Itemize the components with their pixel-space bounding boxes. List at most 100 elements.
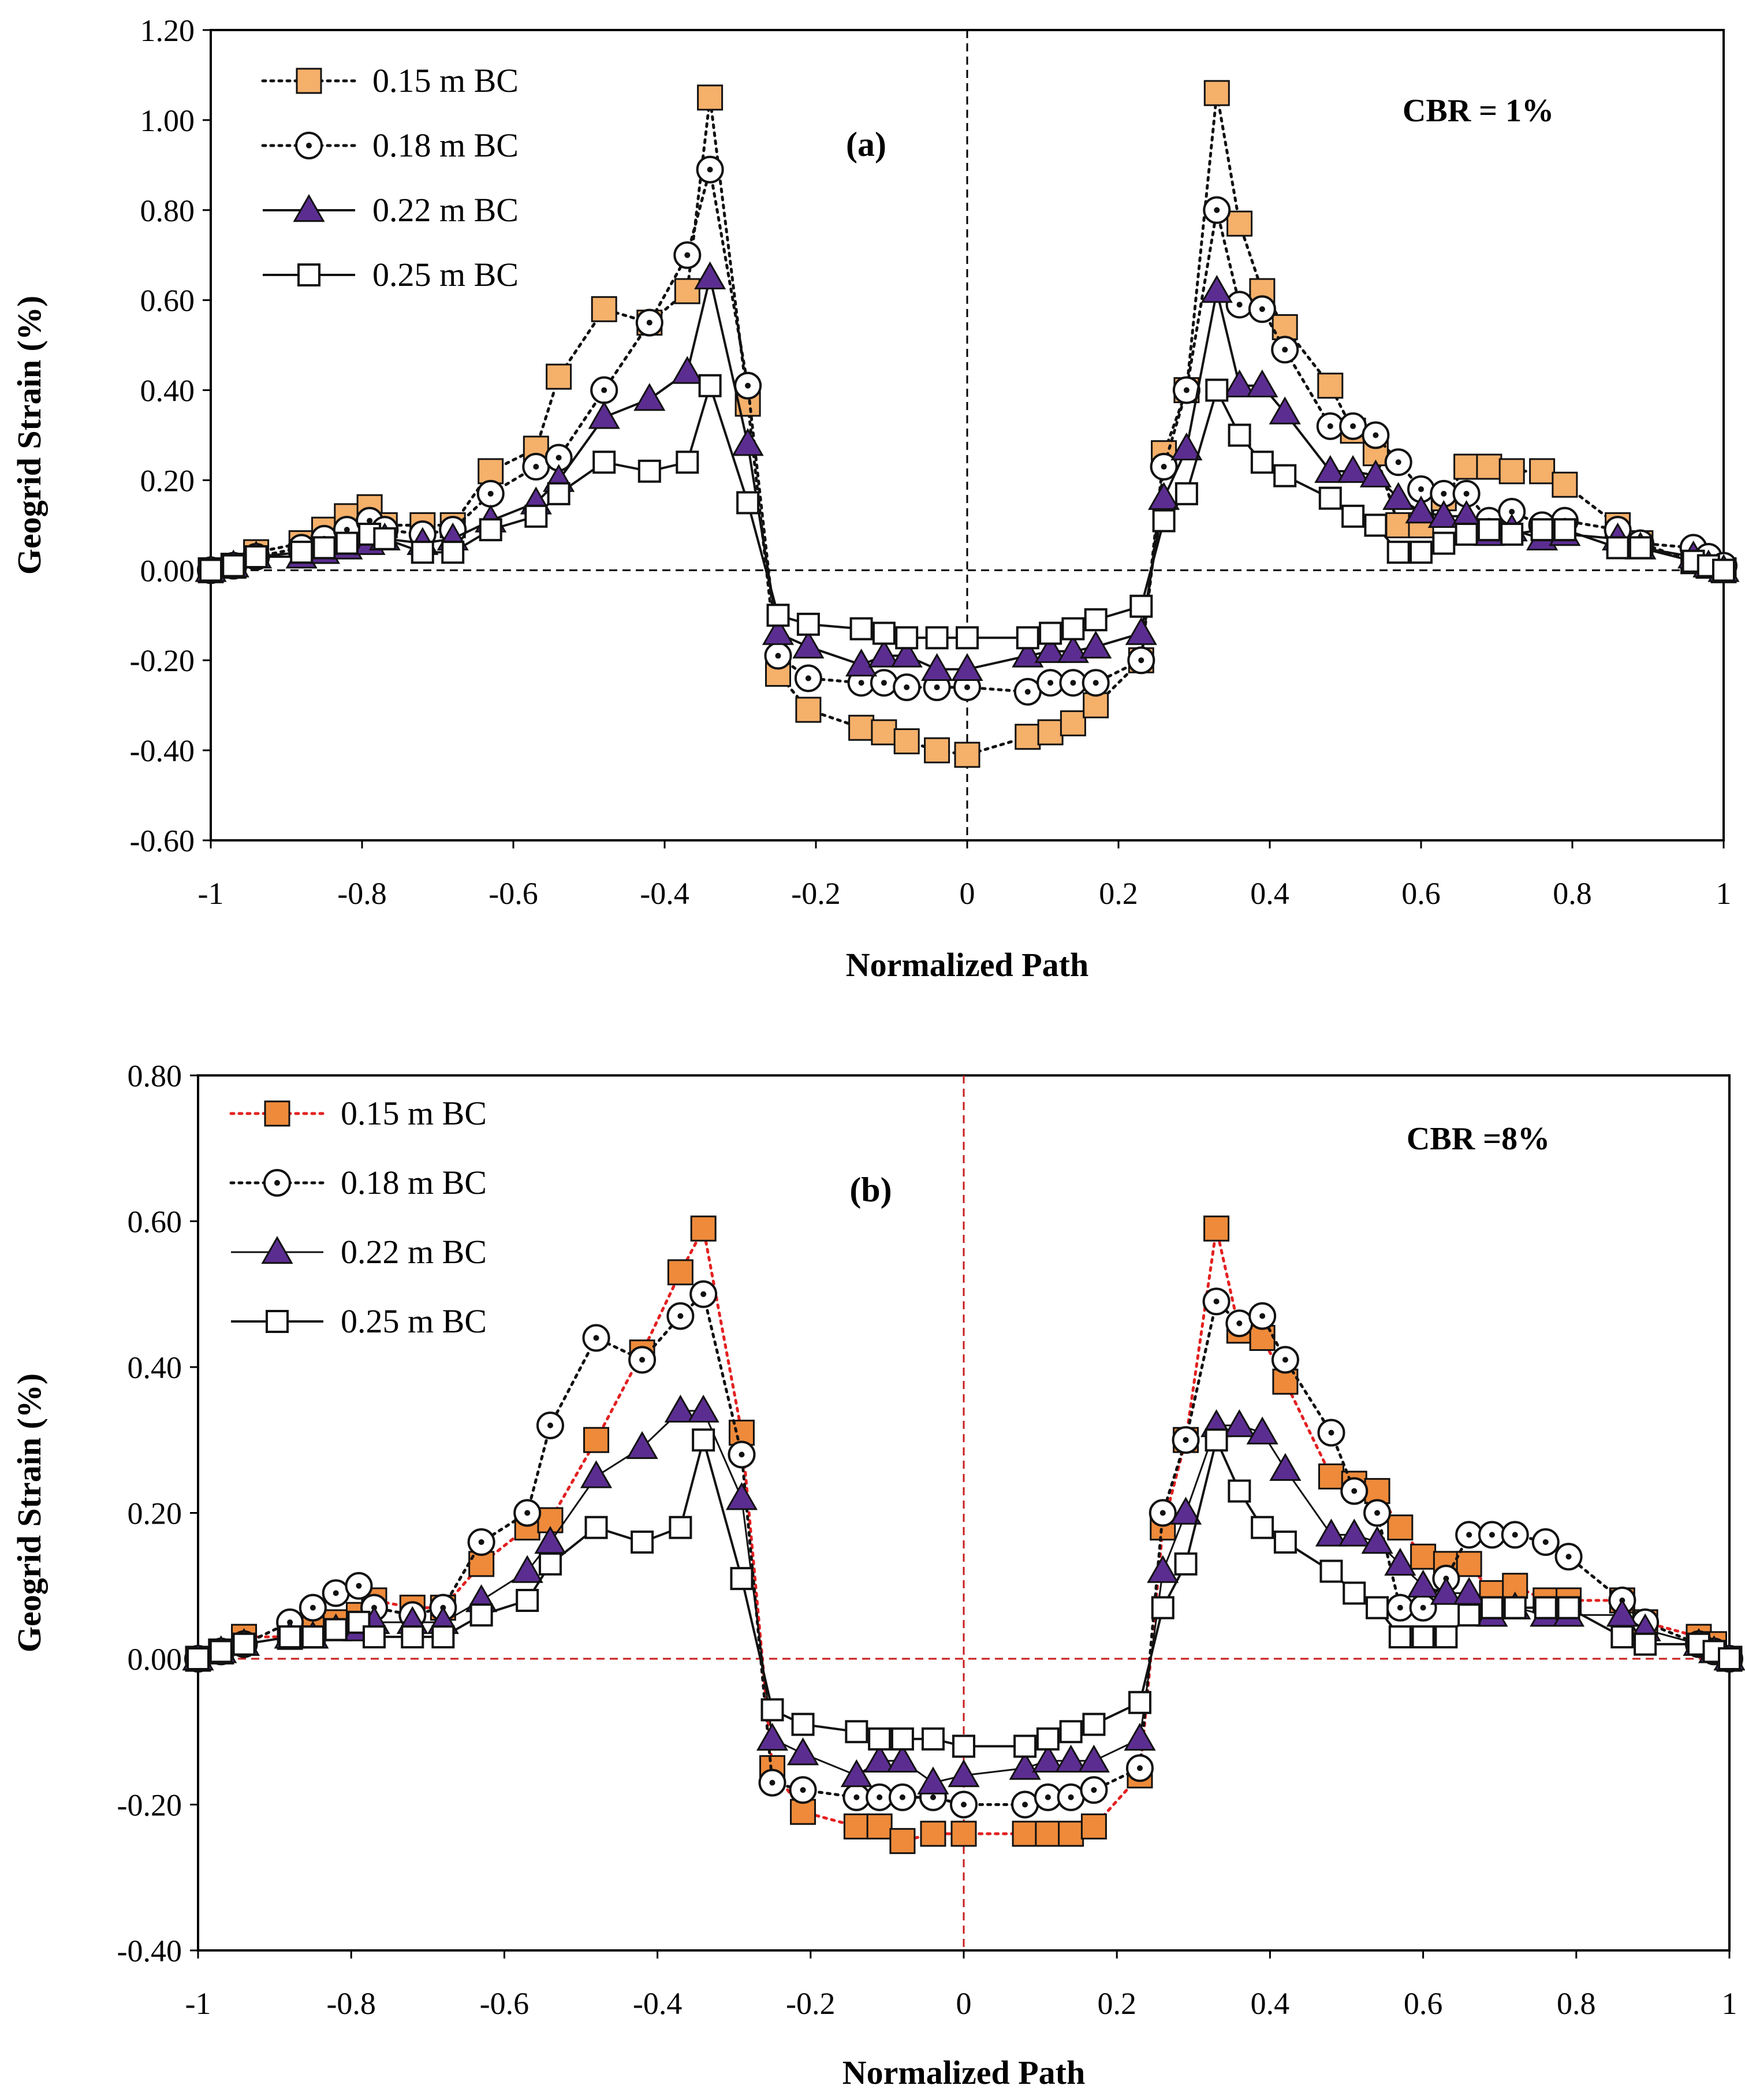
data-point-marker bbox=[1061, 617, 1085, 641]
data-point-marker-dot bbox=[1159, 1510, 1166, 1516]
x-tick-label: 0 bbox=[956, 1986, 972, 2021]
data-point-marker bbox=[1314, 455, 1347, 483]
data-point-marker-dot bbox=[1395, 459, 1401, 466]
data-point-marker-dot bbox=[700, 1291, 707, 1297]
data-point-marker bbox=[1039, 621, 1062, 645]
data-point-marker bbox=[920, 1820, 946, 1847]
data-point-marker bbox=[1273, 1531, 1297, 1554]
data-point-marker bbox=[1151, 1596, 1174, 1619]
data-point-marker bbox=[762, 617, 795, 645]
data-point-marker bbox=[1058, 1820, 1084, 1847]
data-point-marker bbox=[1147, 1555, 1179, 1583]
data-point-marker bbox=[631, 1531, 654, 1554]
series-0_18-m-BC bbox=[184, 1280, 1743, 1819]
x-tick-label: -1 bbox=[185, 1986, 211, 2021]
data-point-marker bbox=[1012, 1820, 1038, 1847]
data-point-marker bbox=[1272, 314, 1298, 340]
data-point-marker bbox=[1500, 522, 1524, 546]
data-point-marker-dot bbox=[356, 1583, 362, 1589]
data-point-marker bbox=[1148, 482, 1180, 510]
data-point-marker-dot bbox=[1397, 1604, 1403, 1611]
data-point-marker-dot bbox=[707, 166, 713, 173]
data-point-marker bbox=[1557, 1596, 1580, 1619]
data-point-marker-dot bbox=[1565, 1554, 1572, 1560]
data-point-marker bbox=[199, 558, 222, 582]
chart-panel-a: -0.60-0.40-0.200.000.200.400.600.801.001… bbox=[10, 13, 1740, 984]
data-point-marker bbox=[1228, 1479, 1251, 1503]
x-tick-label: -0.2 bbox=[786, 1986, 835, 2021]
cbr-annotation: CBR = 1% bbox=[1403, 93, 1554, 129]
data-point-marker bbox=[667, 1259, 693, 1286]
data-point-marker bbox=[1203, 80, 1230, 106]
legend-marker bbox=[297, 263, 320, 286]
data-point-marker bbox=[868, 1727, 892, 1751]
data-point-marker bbox=[1169, 1496, 1202, 1525]
data-point-marker bbox=[917, 1766, 949, 1794]
data-point-marker bbox=[674, 278, 700, 304]
data-point-marker-dot bbox=[524, 1510, 531, 1516]
y-tick-label: 0.60 bbox=[140, 284, 195, 318]
data-point-marker-dot bbox=[646, 319, 652, 326]
data-point-marker-dot bbox=[775, 653, 781, 659]
data-point-marker bbox=[1200, 275, 1233, 303]
legend-label: 0.15 m BC bbox=[372, 62, 519, 99]
data-point-marker bbox=[845, 1720, 868, 1744]
data-point-marker bbox=[1405, 495, 1437, 524]
data-point-marker bbox=[1246, 369, 1278, 398]
data-point-marker-dot bbox=[1093, 680, 1099, 686]
data-point-marker bbox=[1152, 509, 1176, 533]
data-point-marker bbox=[1430, 1577, 1462, 1605]
data-point-marker-dot bbox=[1374, 1510, 1381, 1516]
data-point-marker bbox=[222, 554, 245, 578]
data-point-marker bbox=[584, 1516, 608, 1539]
data-point-marker-dot bbox=[344, 527, 350, 533]
cbr-annotation: CBR =8% bbox=[1407, 1121, 1550, 1157]
data-point-marker bbox=[1250, 450, 1274, 474]
data-point-marker-dot bbox=[487, 490, 494, 497]
data-point-marker bbox=[1035, 1820, 1061, 1847]
y-tick-label: -0.20 bbox=[130, 643, 195, 678]
data-point-marker bbox=[791, 1712, 815, 1736]
x-tick-label: 0.6 bbox=[1404, 1986, 1443, 2021]
data-point-marker-dot bbox=[1463, 490, 1470, 497]
data-point-marker bbox=[1246, 1416, 1278, 1444]
x-axis-title: Normalized Path bbox=[846, 946, 1088, 984]
data-point-marker-dot bbox=[1068, 1794, 1074, 1800]
data-point-marker bbox=[633, 383, 666, 411]
data-point-marker-dot bbox=[1441, 490, 1447, 497]
data-point-marker-dot bbox=[1512, 1532, 1518, 1538]
data-point-marker-dot bbox=[1236, 301, 1243, 308]
data-point-marker bbox=[546, 363, 572, 390]
data-point-marker-dot bbox=[547, 1423, 553, 1428]
data-point-marker bbox=[1080, 1813, 1107, 1840]
y-tick-label: 0.00 bbox=[140, 553, 195, 588]
data-point-marker bbox=[524, 504, 548, 528]
data-point-marker bbox=[441, 541, 465, 564]
data-point-marker bbox=[1457, 1603, 1481, 1627]
data-point-marker bbox=[588, 401, 620, 429]
data-point-marker-dot bbox=[1091, 1787, 1097, 1793]
legend-label: 0.25 m BC bbox=[372, 256, 519, 293]
legend-item: 0.25 m BC bbox=[263, 256, 519, 293]
x-tick-label: -0.6 bbox=[480, 1986, 529, 2021]
data-point-marker-dot bbox=[1161, 464, 1167, 470]
data-point-marker bbox=[1453, 453, 1480, 480]
data-point-marker-dot bbox=[1136, 1765, 1143, 1771]
data-point-marker-dot bbox=[555, 455, 562, 461]
x-tick-label: 0.6 bbox=[1401, 876, 1441, 911]
data-point-marker bbox=[637, 459, 661, 483]
data-point-marker bbox=[1036, 1727, 1060, 1751]
data-point-marker bbox=[1273, 464, 1297, 487]
data-point-marker bbox=[871, 719, 897, 746]
data-point-marker bbox=[792, 630, 825, 659]
data-point-marker-dot bbox=[899, 1794, 905, 1800]
legend-item: 0.22 m BC bbox=[263, 191, 519, 229]
data-point-marker bbox=[671, 356, 703, 384]
data-point-marker bbox=[1628, 536, 1652, 560]
data-point-marker bbox=[1203, 1215, 1230, 1242]
data-point-marker-dot bbox=[881, 680, 887, 686]
data-point-marker bbox=[760, 1698, 784, 1722]
data-point-marker bbox=[1315, 1518, 1348, 1547]
data-point-marker bbox=[547, 482, 571, 505]
